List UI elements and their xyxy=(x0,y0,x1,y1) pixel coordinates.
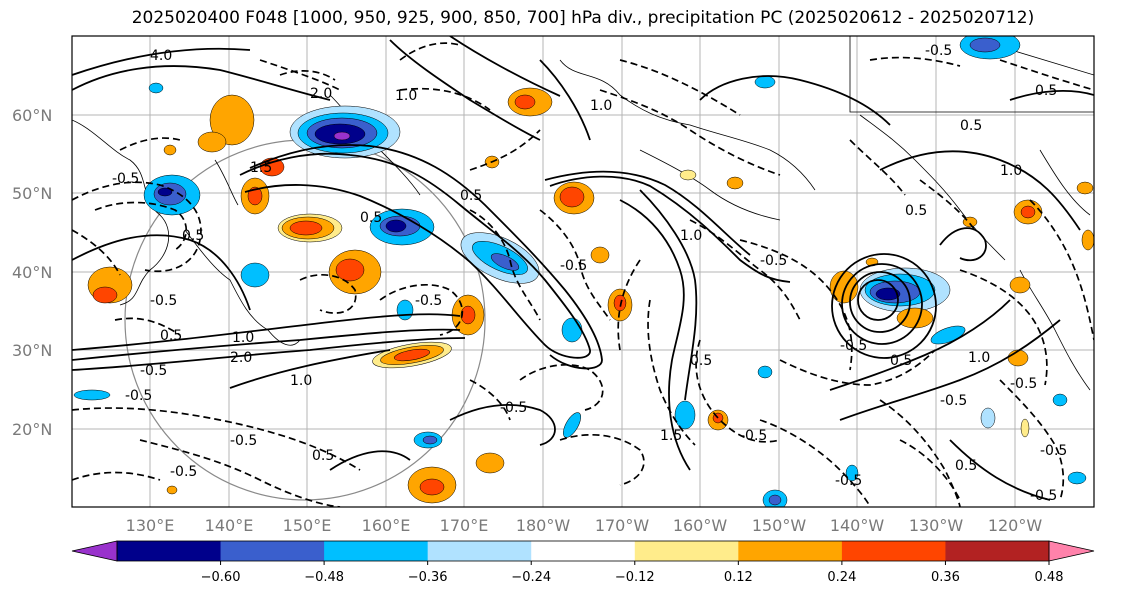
contour-label: 0.5 xyxy=(905,203,927,219)
contour-label: -0.5 xyxy=(760,253,787,269)
colorbar-segment xyxy=(324,541,429,561)
contour-label: 1.0 xyxy=(395,88,417,104)
lat-label: 50°N xyxy=(12,184,52,203)
colorbar-segment xyxy=(531,541,636,561)
colorbar-tick-label: −0.48 xyxy=(304,570,344,585)
colorbar-tick-label: 0.24 xyxy=(827,570,856,585)
contour-label: 0.5 xyxy=(360,210,382,226)
contour-label: -0.5 xyxy=(1040,443,1067,459)
colorbar-tick-label: 0.48 xyxy=(1035,570,1064,585)
solid-contours xyxy=(72,36,1094,501)
map-frame xyxy=(71,35,1095,508)
lon-label: 170°W xyxy=(595,516,650,535)
colorbar-tick-label: 0.36 xyxy=(931,570,960,585)
contour-label: 0.5 xyxy=(160,328,182,344)
colorbar-segment xyxy=(427,541,532,561)
lat-label: 30°N xyxy=(12,341,52,360)
contour-label: -0.5 xyxy=(415,293,442,309)
contour-label: 0.5 xyxy=(690,353,712,369)
contour-label: 1.0 xyxy=(232,330,254,346)
contour-label: -0.5 xyxy=(140,363,167,379)
contour-label: 1.0 xyxy=(968,350,990,366)
contour-label: 1.0 xyxy=(680,228,702,244)
lat-label: 20°N xyxy=(12,420,52,439)
colorbar-extend-high xyxy=(1049,541,1094,561)
lon-label: 140°E xyxy=(205,516,254,535)
contour-label: -0.5 xyxy=(500,400,527,416)
colorbar-tick-label: 0.12 xyxy=(724,570,753,585)
contour-label: 0.5 xyxy=(890,353,912,369)
lon-label: 130°E xyxy=(126,516,175,535)
dashed-contours xyxy=(72,42,1094,507)
contour-label: -0.5 xyxy=(560,258,587,274)
colorbar-extend-low xyxy=(72,541,117,561)
contour-labels: 4.0 2.0 1.0 -0.5 0.5 -0.5 0.5 -0.5 1.0 -… xyxy=(112,43,1067,504)
contour-label: 0.5 xyxy=(960,118,982,134)
lon-label: 160°E xyxy=(362,516,411,535)
contour-label: -0.5 xyxy=(940,393,967,409)
colorbar: −0.60 −0.48 −0.36 −0.24 −0.12 0.12 0.24 0.36 0.4… xyxy=(71,540,1095,585)
colorbar-segment xyxy=(841,541,946,561)
colorbar-tick-label: −0.60 xyxy=(201,570,241,585)
contour-label: -0.5 xyxy=(1010,376,1037,392)
lon-label: 150°W xyxy=(752,516,807,535)
contour-label: -0.5 xyxy=(835,473,862,489)
lon-label: 150°E xyxy=(283,516,332,535)
contour-label: 4.0 xyxy=(150,48,172,64)
contour-label: 1.0 xyxy=(590,98,612,114)
contour-label: -0.5 xyxy=(125,388,152,404)
contour-label: 1.5 xyxy=(250,160,272,176)
contour-label: -0.5 xyxy=(150,293,177,309)
shaded-patches xyxy=(73,36,1094,507)
contour-label: 1.0 xyxy=(290,373,312,389)
contour-label: -0.5 xyxy=(1030,488,1057,504)
contour-label: -0.5 xyxy=(925,43,952,59)
colorbar-segment xyxy=(117,541,222,561)
contour-label: 0.5 xyxy=(182,228,204,244)
colorbar-tick-label: −0.36 xyxy=(408,570,448,585)
colorbar-segment xyxy=(945,541,1050,561)
lat-label: 60°N xyxy=(12,106,52,125)
contour-label: -0.5 xyxy=(230,433,257,449)
map-title: 2025020400 F048 [1000, 950, 925, 900, 85… xyxy=(131,8,1035,28)
contour-label: -0.5 xyxy=(740,428,767,444)
colorbar-segment xyxy=(220,541,325,561)
contour-label: 0.5 xyxy=(955,458,977,474)
lon-label: 160°W xyxy=(673,516,728,535)
longitude-labels: 130°E 140°E 150°E 160°E 170°E 180°W 170°… xyxy=(126,516,1043,535)
latitude-labels: 60°N 50°N 40°N 30°N 20°N xyxy=(12,106,52,439)
contour-label: 1.5 xyxy=(660,428,682,444)
contour-label: 2.0 xyxy=(310,86,332,102)
contour-label: -0.5 xyxy=(170,464,197,480)
lon-label: 140°W xyxy=(830,516,885,535)
colorbar-tick-label: −0.12 xyxy=(615,570,655,585)
contour-label: -0.5 xyxy=(840,338,867,354)
lon-label: 170°E xyxy=(440,516,489,535)
colorbar-tick-label: −0.24 xyxy=(511,570,551,585)
lon-label: 120°W xyxy=(988,516,1043,535)
contour-label: 0.5 xyxy=(312,448,334,464)
lat-label: 40°N xyxy=(12,263,52,282)
colorbar-segment xyxy=(738,541,843,561)
colorbar-segment xyxy=(634,541,739,561)
contour-label: -0.5 xyxy=(112,171,139,187)
contour-label: 2.0 xyxy=(230,350,252,366)
contour-label: 0.5 xyxy=(460,188,482,204)
contour-label: 0.5 xyxy=(1035,83,1057,99)
lon-label: 180°W xyxy=(516,516,571,535)
lon-label: 130°W xyxy=(909,516,964,535)
contour-label: 1.0 xyxy=(1000,163,1022,179)
